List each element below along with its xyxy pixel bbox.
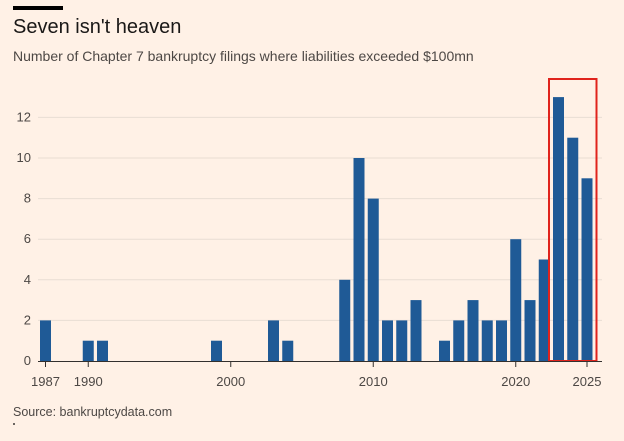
- chart-title: Seven isn't heaven: [13, 16, 182, 38]
- source-note: Source: bankruptcydata.com: [13, 405, 173, 419]
- bar-2004: [282, 340, 294, 361]
- bar-2015: [439, 340, 450, 361]
- x-tick-label: 2025: [573, 374, 602, 389]
- x-tick-label: 2010: [359, 374, 388, 389]
- grid-lines: [38, 116, 602, 321]
- y-tick-label: 0: [24, 353, 31, 368]
- y-tick-label: 4: [24, 272, 31, 287]
- bar-1990: [82, 340, 94, 361]
- bar-2003: [268, 320, 279, 361]
- y-tick-label: 12: [17, 109, 31, 124]
- chart-subtitle: Number of Chapter 7 bankruptcy filings w…: [13, 48, 474, 64]
- x-tick-label: 1987: [31, 374, 60, 389]
- bar-2021: [524, 300, 536, 361]
- bar-2008: [339, 279, 351, 361]
- y-tick-label: 6: [24, 231, 31, 246]
- bar-1999: [211, 340, 222, 361]
- y-axis-ticks: 0 2 4 6 8 10 12: [17, 109, 31, 368]
- x-axis-ticks: 1987 1990 2000 2010 2020 2025: [31, 361, 601, 389]
- bar-2013: [410, 300, 422, 361]
- x-tick-label: 2000: [216, 374, 245, 389]
- bar-2010: [367, 198, 379, 361]
- y-tick-label: 10: [17, 150, 31, 165]
- bar-1991: [97, 340, 108, 361]
- brand-bar: [13, 6, 63, 10]
- bar-2012: [396, 320, 408, 361]
- bar-2025: [581, 178, 593, 361]
- bar-2023: [553, 97, 564, 361]
- x-tick-label: 2020: [501, 374, 530, 389]
- footer-dot: [13, 423, 15, 425]
- bar-2020: [510, 239, 522, 361]
- bar-2017: [467, 300, 479, 361]
- bar-2016: [453, 320, 465, 361]
- bar-2018: [481, 320, 493, 361]
- bar-2011: [382, 320, 393, 361]
- y-tick-label: 2: [24, 312, 31, 327]
- bar-1987: [40, 320, 51, 361]
- bar-2024: [567, 137, 579, 361]
- bar-2019: [496, 320, 507, 361]
- y-tick-label: 8: [24, 191, 31, 206]
- bars: [40, 97, 593, 361]
- x-tick-label: 1990: [74, 374, 103, 389]
- bar-2022: [538, 259, 550, 361]
- bar-2009: [353, 158, 365, 361]
